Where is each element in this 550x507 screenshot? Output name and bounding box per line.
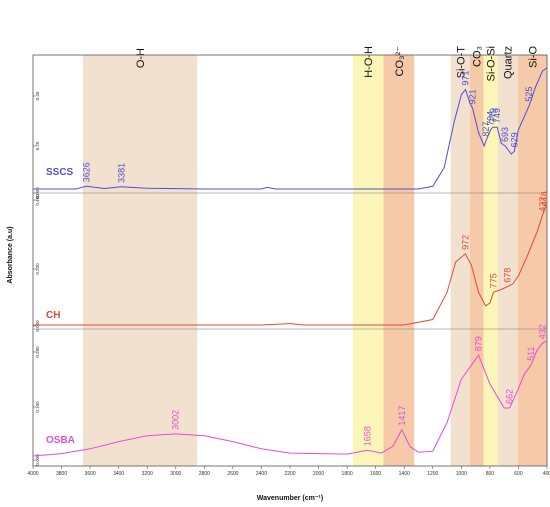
spectra-series: SSCS CH OSBA <box>32 67 548 457</box>
xtick-label: 1400 <box>399 471 410 477</box>
peak-label-ch: 775 <box>488 273 498 288</box>
peak-label-osba: 432 <box>537 324 547 339</box>
xtick-label: 400 <box>543 471 550 477</box>
xtick-label: 1800 <box>342 471 353 477</box>
peak-label-ch: 432 <box>537 197 547 212</box>
band-7 <box>517 55 547 466</box>
band-2 <box>383 55 415 466</box>
xtick-label: 1600 <box>370 471 381 477</box>
peak-label-osba: 3002 <box>170 410 180 430</box>
x-axis: 4000 3800 3600 3400 3200 3000 2800 2600 2400 2200… <box>27 466 550 477</box>
xtick-label: 2000 <box>313 471 324 477</box>
band-label-0: O-H <box>135 48 147 68</box>
ytick-label: 0.400 <box>35 194 40 206</box>
band-label-7: Si-O <box>527 46 539 68</box>
band-label-4: CO₃ <box>472 46 484 67</box>
xtick-label: 1000 <box>456 471 467 477</box>
ytick-label: 0.40 <box>35 91 40 100</box>
xtick-label: 2600 <box>227 471 238 477</box>
peak-label-sscs: 971 <box>460 70 470 85</box>
band-3 <box>450 55 470 466</box>
band-6 <box>497 55 518 466</box>
ytick-label: 0.200 <box>35 346 40 358</box>
peak-label-sscs: 827 <box>481 122 491 137</box>
xtick-label: 4000 <box>27 471 38 477</box>
peak-label-sscs: 3381 <box>116 163 126 183</box>
band-5 <box>483 55 498 466</box>
peak-label-sscs: 779 <box>488 108 498 123</box>
ytick-label: 0.000 <box>35 320 40 332</box>
peak-label-sscs: 921 <box>468 89 478 104</box>
peak-label-osba: 1658 <box>362 426 372 446</box>
ytick-label: 0.200 <box>35 263 40 275</box>
xtick-label: 3200 <box>142 471 153 477</box>
peak-label-ch: 678 <box>502 268 512 283</box>
band-0 <box>82 55 198 466</box>
xtick-label: 600 <box>514 471 523 477</box>
band-4 <box>469 55 484 466</box>
series-name-sscs: SSCS <box>46 167 74 178</box>
peak-label-sscs: 749 <box>492 108 502 123</box>
peak-label-sscs: 525 <box>524 87 534 102</box>
peak-label-sscs: 794 <box>486 111 496 126</box>
series-name-ch: CH <box>46 310 60 321</box>
peak-label-osba: 879 <box>474 336 484 351</box>
xtick-label: 3000 <box>170 471 181 477</box>
xtick-label: 3600 <box>85 471 96 477</box>
ytick-label: 0.000 <box>35 187 40 199</box>
xtick-label: 3400 <box>113 471 124 477</box>
ytick-label: 0.100 <box>35 401 40 413</box>
ytick-label: 0.000 <box>35 454 40 466</box>
band-label-1: H-O-H <box>363 46 375 78</box>
band-label-6: Quartz <box>503 46 515 79</box>
band-label-5: Si-O-Si <box>486 46 498 81</box>
peak-label-sscs: 693 <box>500 127 510 142</box>
series-line-osba <box>32 340 548 457</box>
peak-label-sscs: 3626 <box>81 162 91 182</box>
peak-label-ch: 972 <box>460 235 470 250</box>
x-axis-label: Wavenumber (cm⁻¹) <box>257 495 323 502</box>
peak-label-sscs: 629 <box>509 132 519 147</box>
peak-label-ch: 418 <box>539 191 549 206</box>
band-label-3: Si-O-T <box>455 46 467 79</box>
xtick-label: 2400 <box>256 471 267 477</box>
series-name-osba: OSBA <box>46 435 75 446</box>
xtick-label: 2800 <box>199 471 210 477</box>
peak-label-osba: 662 <box>505 389 515 404</box>
band-regions <box>82 55 547 466</box>
series-line-sscs <box>33 67 548 190</box>
band-label-2: CO₃²⁻ <box>394 46 406 77</box>
ytick-label: 0.20 <box>35 141 40 150</box>
xtick-label: 2200 <box>284 471 295 477</box>
xtick-label: 3800 <box>56 471 67 477</box>
xtick-label: 1200 <box>427 471 438 477</box>
peak-label-osba: 1417 <box>397 406 407 426</box>
peak-label-osba: 511 <box>526 346 536 360</box>
series-line-ch <box>33 204 548 326</box>
band-1 <box>352 55 384 466</box>
xtick-label: 800 <box>486 471 495 477</box>
y-axis-label: Absorbance (a.u) <box>7 226 14 283</box>
